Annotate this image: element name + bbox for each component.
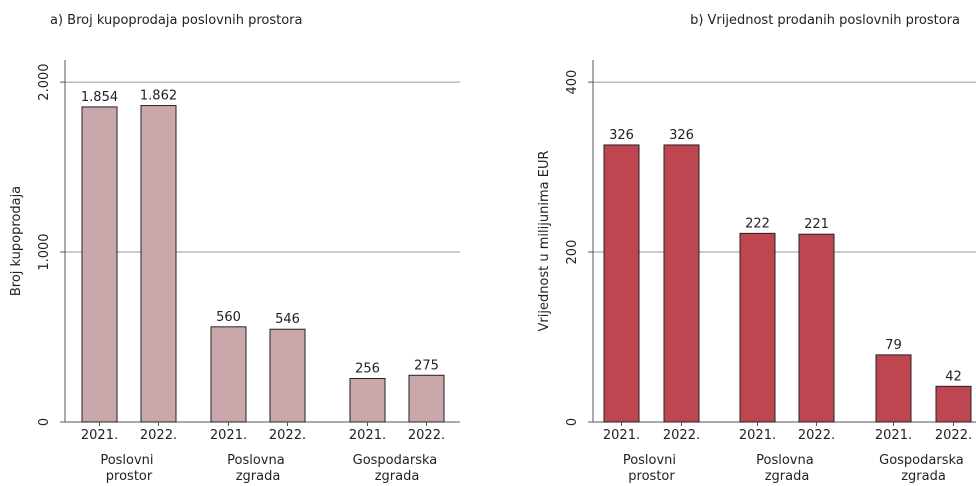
bar — [935, 385, 972, 423]
x-tick-label: 2021. — [210, 428, 247, 443]
category-label-line: Poslovna — [756, 453, 818, 468]
value-label: 1.862 — [140, 89, 177, 104]
x-tick-label: 2021. — [349, 428, 386, 443]
value-label: 222 — [745, 216, 770, 231]
x-tick-label: 2022. — [408, 428, 445, 443]
y-axis-label: Vrijednost u milijunima EUR — [537, 150, 552, 331]
value-label: 275 — [414, 358, 439, 373]
bar — [663, 144, 700, 423]
category-label-line: Poslovna — [227, 453, 289, 468]
bar — [140, 105, 177, 423]
x-tick-label: 2022. — [269, 428, 306, 443]
bar — [81, 106, 118, 423]
bar — [798, 233, 835, 423]
category-label: Poslovna zgrada — [756, 453, 818, 484]
value-label: 546 — [275, 312, 300, 327]
value-label: 42 — [945, 369, 962, 384]
x-tick-label: 2021. — [875, 428, 912, 443]
value-label: 1.854 — [81, 90, 118, 105]
value-label: 256 — [355, 361, 380, 376]
bar — [739, 232, 776, 423]
x-tick-label: 2021. — [81, 428, 118, 443]
category-label-line: Poslovni — [100, 453, 157, 468]
category-label: Poslovna zgrada — [227, 453, 289, 484]
category-label-line: zgrada — [765, 469, 810, 484]
category-label-line: prostor — [106, 469, 153, 484]
category-label: Gospodarska zgrada — [353, 453, 442, 484]
category-label: Gospodarska zgrada — [879, 453, 968, 484]
bar — [349, 377, 386, 423]
value-label: 560 — [216, 310, 241, 325]
chart-title: a) Broj kupoprodaja poslovnih prostora — [50, 13, 302, 28]
y-tick-label: 2.000 — [37, 63, 52, 100]
category-label-line: zgrada — [375, 469, 420, 484]
x-tick-label: 2022. — [935, 428, 972, 443]
value-label: 221 — [804, 217, 829, 232]
bar — [603, 144, 640, 423]
category-label: Poslovni prostor — [100, 453, 157, 484]
category-label-line: prostor — [628, 469, 675, 484]
category-label: Poslovni prostor — [623, 453, 680, 484]
value-label: 79 — [885, 338, 902, 353]
bar — [875, 354, 912, 423]
category-label-line: Gospodarska — [879, 453, 968, 468]
category-label-line: Gospodarska — [353, 453, 442, 468]
category-label-line: zgrada — [901, 469, 946, 484]
value-label: 326 — [669, 128, 694, 143]
y-tick-label: 1.000 — [37, 233, 52, 270]
y-tick-label: 400 — [565, 70, 580, 95]
x-tick-label: 2022. — [663, 428, 700, 443]
x-tick-label: 2021. — [739, 428, 776, 443]
y-tick-label: 0 — [37, 418, 52, 426]
y-tick-label: 200 — [565, 240, 580, 265]
x-tick-label: 2022. — [140, 428, 177, 443]
bar — [408, 374, 445, 423]
bar — [269, 328, 306, 423]
x-tick-label: 2021. — [603, 428, 640, 443]
x-tick-label: 2022. — [798, 428, 835, 443]
category-label-line: Poslovni — [623, 453, 680, 468]
category-label-line: zgrada — [236, 469, 281, 484]
value-label: 326 — [609, 128, 634, 143]
y-axis-label: Broj kupoprodaja — [9, 186, 24, 296]
bar — [210, 326, 247, 423]
chart-title: b) Vrijednost prodanih poslovnih prostor… — [690, 13, 960, 28]
y-tick-label: 0 — [565, 418, 580, 426]
